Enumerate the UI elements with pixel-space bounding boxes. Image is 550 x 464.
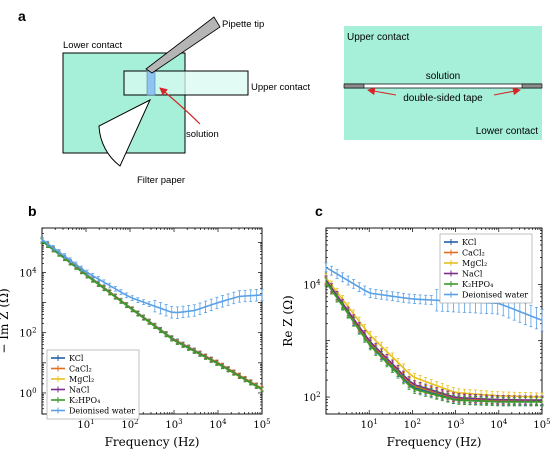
tick-label: 104: [490, 418, 508, 431]
tick-label: 104: [209, 418, 227, 431]
series-4: [40, 238, 264, 393]
legend-entry: NaCl: [462, 270, 483, 279]
plot-frame: [41, 227, 263, 415]
legend-entry: K₂HPO₄: [69, 396, 100, 405]
panel-label-c: c: [315, 203, 323, 219]
pipette-tip-shape: [145, 16, 221, 74]
x-axis-label: Frequency (Hz): [105, 435, 200, 449]
tick-label: 102: [404, 418, 421, 431]
solution-gap: [344, 84, 542, 88]
schematic-right: Upper contact solution double-sided tape…: [343, 26, 543, 140]
legend-entry: K₂HPO₄: [462, 280, 493, 289]
panel-label-a: a: [18, 8, 26, 24]
legend-entry: NaCl: [69, 386, 90, 395]
series-line: [41, 240, 263, 391]
tape-left: [343, 83, 365, 89]
upper-contact-plate: [123, 70, 249, 96]
panel-label-b: b: [28, 203, 37, 219]
label-lower-contact-right: Lower contact: [476, 126, 538, 137]
x-axis-label: Frequency (Hz): [387, 435, 482, 449]
legend-entry: Deionised water: [69, 407, 135, 416]
series-line: [325, 277, 543, 398]
label-lower-contact: Lower contact: [63, 40, 123, 51]
legend-entry: Deionised water: [462, 291, 528, 300]
tick-label: 103: [447, 418, 464, 431]
filter-paper-shape: [98, 98, 152, 167]
tape-right: [521, 83, 543, 89]
tick-label: 101: [77, 418, 94, 431]
tick-label: 105: [253, 418, 270, 431]
series-5: [40, 236, 264, 319]
y-axis-label: − Im Z (Ω): [0, 288, 11, 353]
label-upper-contact-right: Upper contact: [347, 32, 409, 43]
tick-label: 105: [533, 418, 550, 431]
tape-arrow-right: [493, 87, 521, 96]
legend-entry: KCl: [69, 354, 84, 363]
y-axis-label: Re Z (Ω): [281, 295, 295, 346]
label-solution-right: solution: [426, 71, 460, 82]
upper-contact-layer: [344, 26, 542, 84]
label-tape: double-sided tape: [403, 93, 483, 104]
tape-arrow-left: [367, 87, 397, 96]
label-filter-paper: Filter paper: [137, 175, 185, 186]
label-upper-contact-left: Upper contact: [251, 82, 311, 93]
solution-region: [146, 70, 156, 96]
tick-label: 104: [303, 278, 321, 291]
legend-entry: CaCl₂: [462, 249, 485, 258]
tick-label: 102: [19, 327, 36, 340]
series-4: [324, 277, 544, 407]
schematic-left: Lower contact Upper contact Pipette tip …: [62, 16, 311, 186]
series-line: [325, 279, 543, 401]
legend-entry: CaCl₂: [69, 365, 92, 374]
legend-entry: MgCl₂: [69, 375, 94, 384]
label-solution-left: solution: [186, 129, 219, 140]
label-pipette-tip: Pipette tip: [222, 19, 264, 30]
solution-arrow: [159, 87, 201, 125]
series-line: [41, 238, 263, 314]
tick-label: 102: [121, 418, 138, 431]
series-line: [325, 281, 542, 403]
tick-label: 100: [19, 387, 36, 400]
legend-entry: MgCl₂: [462, 259, 487, 268]
chart-c: 101 102 103 104 105 102 104 Frequency (Hz) Re Z …: [281, 227, 550, 449]
legend-entry: KCl: [462, 238, 477, 247]
tick-label: 104: [19, 266, 37, 279]
series-line: [325, 266, 543, 322]
tick-label: 102: [303, 391, 320, 404]
tick-label: 101: [361, 418, 378, 431]
tick-label: 103: [165, 418, 182, 431]
chart-b: 101 102 103 104 105 100 102 104 Frequency (Hz) − …: [0, 227, 271, 449]
lower-contact-layer: [344, 88, 542, 140]
